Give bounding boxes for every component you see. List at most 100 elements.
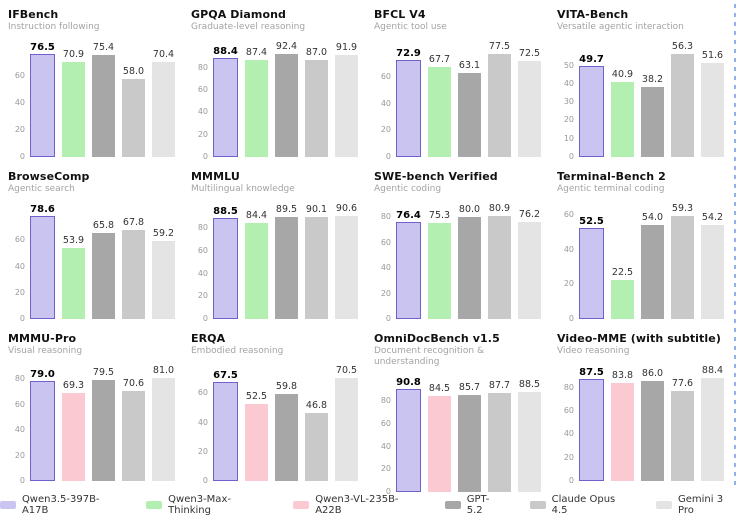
y-axis-tick-label: 0 [19,314,25,323]
chart-title: BrowseComp [8,170,90,183]
bar-gemini-3-pro: 88.5 [518,379,541,492]
legend-item-qwen3-vl-235b-a22b: Qwen3-VL-235B-A22B [293,494,418,516]
bar-qwen3-5-397b-a17b: 72.9 [396,48,421,157]
y-axis-tick-label: 40 [380,263,391,273]
y-axis-tick-label: 30 [563,97,574,107]
y-axis-tick-label: 40 [563,244,574,254]
bar-group: 67.5 52.5 59.8 46.8 70.5 [213,361,358,481]
legend-item-gemini-3-pro: Gemini 3 Pro [656,494,738,516]
y-axis-tick-label: 40 [14,261,25,271]
legend: Qwen3.5-397B-A17B Qwen3-Max-Thinking Qwen3… [0,494,738,516]
y-axis-tick-label: 80 [380,396,391,406]
bar-gemini-3-pro: 59.2 [152,228,175,319]
bar-qwen3-5-397b-a17b: 88.4 [213,46,238,157]
legend-label: Qwen3-Max-Thinking [168,494,231,516]
chart-subtitle: Visual reasoning [8,346,83,356]
y-axis-tick-label: 60 [380,418,391,428]
y-axis-tick-label: 0 [385,152,391,161]
bar-qwen3-5-397b-a17b: 90.8 [396,377,421,492]
y-axis-tick-label: 40 [14,425,25,435]
bar-value-label: 87.7 [488,379,511,391]
legend-label: GPT-5.2 [466,494,490,516]
bar-value-label: 54.0 [641,212,664,224]
chart-erqa: ERQA Embodied reasoning 0 20 40 60 67.5 52.5 59.… [191,332,374,494]
y-axis-tick-label: 10 [563,133,574,143]
bar-group: 90.8 84.5 85.7 87.7 88.5 [396,372,541,492]
bar-qwen3-max-thinking: 53.9 [62,235,85,319]
chart-bfcl-v4: BFCL V4 Agentic tool use 0 20 40 60 72.9 67.7 63… [374,8,557,170]
bar-group: 76.5 70.9 75.4 58.0 70.4 [30,37,175,157]
bar-value-label: 79.0 [30,368,55,380]
chart-subtitle: Agentic terminal coding [557,184,665,194]
bar-value-label: 63.1 [458,60,481,72]
bar-qwen3-5-397b-a17b: 87.5 [579,367,604,481]
bar-gpt-5-2: 89.5 [275,204,298,319]
bar-value-label: 53.9 [62,235,85,247]
bar-value-label: 88.4 [701,365,724,376]
y-axis-tick-label: 60 [563,406,574,416]
y-axis-tick-label: 50 [563,60,574,70]
bar-qwen3-max-thinking: 84.4 [245,210,268,319]
chart-subtitle: Embodied reasoning [191,346,284,356]
bar-qwen3-max-thinking: 75.3 [428,210,451,319]
bar-qwen3-5-397b-a17b: 78.6 [30,204,55,319]
y-axis-tick-label: 0 [385,314,391,323]
chart-subtitle: Instruction following [8,22,100,32]
y-axis-tick-label: 0 [19,152,25,161]
y-axis-tick-label: 80 [563,382,574,392]
bar-value-label: 76.2 [518,208,541,220]
y-axis-tick-label: 20 [380,125,391,135]
bar-gemini-3-pro: 72.5 [518,48,541,157]
bar-value-label: 87.0 [305,47,328,59]
legend-label: Qwen3-VL-235B-A22B [315,494,399,516]
bar-claude-opus-4-5: 87.0 [305,47,328,157]
chart-subtitle: Document recognition & understanding [374,346,485,367]
bar-gpt-5-2: 63.1 [458,60,481,157]
y-axis-tick-label: 20 [380,288,391,298]
legend-item-claude-opus-4-5: Claude Opus 4.5 [529,494,629,516]
bar-gpt-5-2: 75.4 [92,42,115,157]
bar-qwen3-5-397b-a17b: 67.5 [213,370,238,481]
chart-subtitle: Graduate-level reasoning [191,22,306,32]
legend-swatch-icon [293,501,310,509]
chart-plot: 0 20 40 60 80 88.4 87.4 92.4 87.0 91.9 [198,35,364,163]
y-axis-tick-label: 0 [202,314,208,323]
y-axis-tick-label: 40 [197,268,208,278]
bar-value-label: 79.5 [92,366,115,378]
bar-group: 72.9 67.7 63.1 77.5 72.5 [396,37,541,157]
legend-item-gpt-5-2: GPT-5.2 [444,494,503,516]
y-axis-tick-label: 0 [568,314,574,323]
bar-group: 79.0 69.3 79.5 70.6 81.0 [30,361,175,481]
bar-gemini-3-pro: 51.6 [701,50,724,157]
chart-subtitle: Agentic coding [374,184,442,194]
y-axis-tick-label: 20 [14,125,25,135]
bar-gemini-3-pro: 54.2 [701,212,724,319]
bar-value-label: 67.5 [213,370,238,382]
bar-claude-opus-4-5: 70.6 [122,378,145,481]
bar-value-label: 54.2 [701,211,724,223]
y-axis-tick-label: 60 [380,237,391,247]
bar-value-label: 88.4 [213,46,238,58]
y-axis-tick-label: 60 [197,245,208,255]
chart-subtitle: Versatile agentic interaction [557,22,684,32]
bar-group: 49.7 40.9 38.2 56.3 51.6 [579,37,724,157]
bar-qwen3-max-thinking: 40.9 [611,69,634,157]
chart-terminal-bench-2: Terminal-Bench 2 Agentic terminal coding 0… [557,170,738,332]
bar-value-label: 67.7 [428,54,451,66]
y-axis-tick-label: 0 [19,476,25,485]
bar-value-label: 89.5 [275,204,298,216]
chart-plot: 0 20 40 60 72.9 67.7 63.1 77.5 72.5 [381,35,547,163]
chart-plot: 0 20 40 60 52.5 22.5 54.0 59.3 54.2 [564,197,730,325]
bar-value-label: 76.4 [396,209,421,221]
chart-title: GPQA Diamond [191,8,287,21]
chart-title: OmniDocBench v1.5 [374,332,500,345]
y-axis-tick-label: 20 [197,446,208,456]
y-axis-tick-label: 60 [14,71,25,81]
bar-gemini-3-pro: 88.4 [701,365,724,481]
bar-value-label: 22.5 [611,266,634,278]
y-axis-tick-label: 80 [197,62,208,72]
bar-value-label: 85.7 [458,381,481,393]
bar-gemini-3-pro: 70.4 [152,49,175,157]
bar-claude-opus-4-5: 90.1 [305,204,328,319]
chart-plot: 0 20 40 60 76.5 70.9 75.4 58.0 70.4 [15,35,181,163]
